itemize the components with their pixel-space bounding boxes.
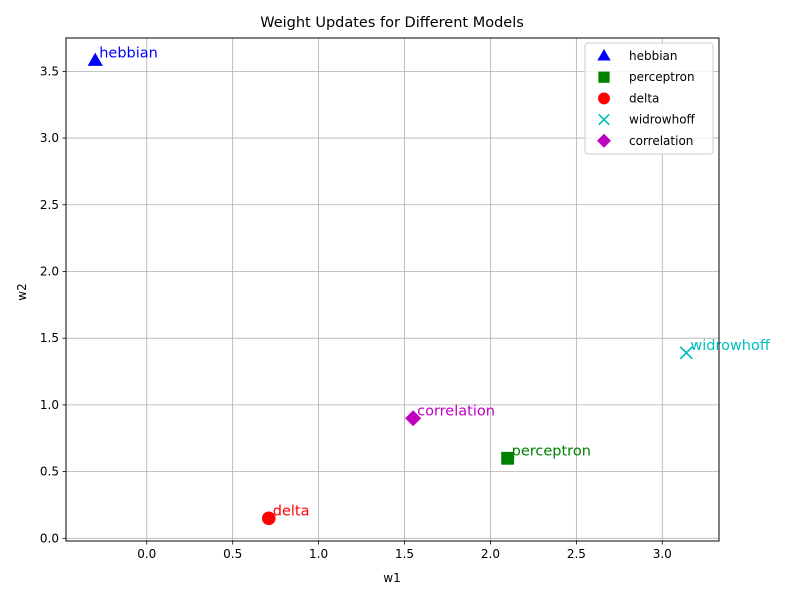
x-tick-label: 1.0: [309, 547, 328, 561]
legend-label-widrowhoff: widrowhoff: [629, 113, 696, 127]
legend-label-perceptron: perceptron: [629, 70, 695, 84]
y-tick-label: 0.0: [40, 531, 59, 545]
x-tick-label: 0.0: [137, 547, 156, 561]
x-tick-label: 2.5: [567, 547, 586, 561]
y-tick-label: 1.5: [40, 331, 59, 345]
annotation-correlation: correlation: [417, 403, 495, 419]
annotation-delta: delta: [273, 503, 310, 519]
x-marker-stroke: [598, 113, 610, 126]
legend-label-hebbian: hebbian: [629, 49, 678, 63]
point-perceptron: [501, 451, 515, 465]
x-tick-label: 2.0: [481, 547, 500, 561]
chart-title: Weight Updates for Different Models: [260, 15, 524, 31]
y-axis-label: w2: [15, 283, 29, 300]
y-tick-label: 3.0: [40, 131, 59, 145]
y-tick-label: 1.0: [40, 398, 59, 412]
legend-label-delta: delta: [629, 91, 659, 105]
annotation-perceptron: perceptron: [512, 443, 591, 459]
y-tick-label: 0.5: [40, 465, 59, 479]
point-annotations: hebbian perceptron delta widrowhoff correlat…: [99, 46, 771, 520]
annotation-widrowhoff: widrowhoff: [690, 338, 771, 354]
x-tick-label: 1.5: [395, 547, 414, 561]
point-widrowhoff: [679, 346, 693, 360]
legend-marker-correlation: [597, 133, 611, 148]
x-axis-label: w1: [383, 571, 400, 585]
legend: hebbian perceptron delta widrowhoff correlat…: [584, 42, 714, 155]
axis-ticks: 0.0 0.5 1.0 1.5 2.0 2.5 3.0 0.0 0.5 1.0 1.5 2.0 2.5 3…: [40, 64, 672, 561]
legend-marker-widrowhoff: [598, 113, 610, 126]
legend-marker-hebbian: [597, 49, 611, 61]
x-tick-label: 3.0: [653, 547, 672, 561]
y-tick-label: 2.0: [40, 264, 59, 278]
annotation-hebbian: hebbian: [99, 46, 158, 62]
legend-box: [584, 42, 714, 155]
y-tick-label: 2.5: [40, 198, 59, 212]
y-tick-label: 3.5: [40, 64, 59, 78]
plot-area-frame: [65, 37, 720, 542]
x-tick-label: 0.5: [223, 547, 242, 561]
legend-marker-perceptron: [598, 71, 610, 83]
point-correlation: [405, 410, 422, 427]
data-points: [87, 52, 693, 526]
legend-label-correlation: correlation: [629, 134, 693, 148]
point-delta: [261, 511, 276, 526]
legend-marker-delta: [598, 92, 610, 105]
x-marker-stroke: [679, 346, 693, 360]
point-hebbian: [87, 52, 103, 66]
